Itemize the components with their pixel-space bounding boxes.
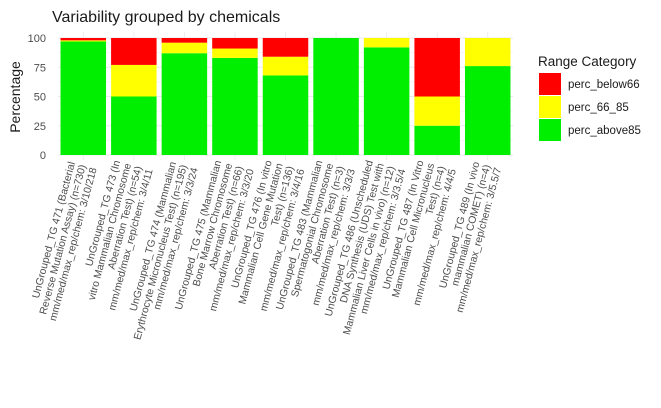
bar-segment-perc_below66 bbox=[414, 38, 460, 97]
bar-segment-perc_66_85 bbox=[262, 56, 309, 76]
legend-swatch-perc_66_85 bbox=[539, 96, 561, 118]
bar-segment-perc_below66 bbox=[262, 38, 309, 57]
y-tick-label: 100 bbox=[28, 33, 46, 45]
legend-swatch-perc_below66 bbox=[539, 73, 561, 95]
bar-segment-perc_below66 bbox=[212, 38, 258, 49]
bar-segment-perc_66_85 bbox=[60, 40, 107, 42]
y-tick-labels: 0 25 50 75 100 bbox=[28, 33, 46, 162]
bar-segment-perc_66_85 bbox=[363, 38, 410, 48]
bar-segment-perc_above85 bbox=[212, 57, 258, 155]
bar-segment-perc_below66 bbox=[111, 38, 157, 65]
legend-label-perc_66_85: perc_66_85 bbox=[568, 102, 629, 114]
bar-segment-perc_above85 bbox=[414, 125, 460, 155]
bar-segment-perc_above85 bbox=[111, 96, 157, 155]
bar-segment-perc_above85 bbox=[313, 38, 359, 155]
bar-segment-perc_66_85 bbox=[161, 42, 208, 54]
y-tick-label: 25 bbox=[34, 121, 46, 133]
bar-segment-perc_66_85 bbox=[464, 38, 511, 67]
bar-segment-perc_66_85 bbox=[212, 48, 258, 58]
bars bbox=[60, 38, 511, 156]
legend-swatch-perc_above85 bbox=[539, 119, 561, 141]
bar-segment-perc_above85 bbox=[161, 53, 208, 155]
legend: Range Category perc_below66 perc_66_85per… bbox=[538, 54, 641, 141]
y-tick-label: 75 bbox=[34, 62, 46, 74]
chart-title: Variability grouped by chemicals bbox=[52, 9, 280, 26]
bar-segment-perc_above85 bbox=[464, 66, 511, 155]
legend-label-perc_above85: perc_above85 bbox=[568, 125, 641, 137]
y-tick-label: 50 bbox=[34, 92, 46, 104]
y-axis-title: Percentage bbox=[7, 61, 23, 133]
bar-segment-perc_66_85 bbox=[414, 96, 460, 126]
bar-segment-perc_below66 bbox=[161, 38, 208, 43]
y-tick-label: 0 bbox=[40, 150, 46, 162]
legend-label-perc_below66: perc_below66 bbox=[568, 79, 640, 91]
bar-segment-perc_above85 bbox=[60, 41, 107, 156]
bar-segment-perc_above85 bbox=[262, 75, 309, 155]
bar-segment-perc_below66 bbox=[60, 38, 107, 41]
bar-segment-perc_above85 bbox=[363, 47, 410, 155]
bar-segment-perc_66_85 bbox=[111, 64, 157, 97]
legend-title: Range Category bbox=[538, 54, 637, 69]
